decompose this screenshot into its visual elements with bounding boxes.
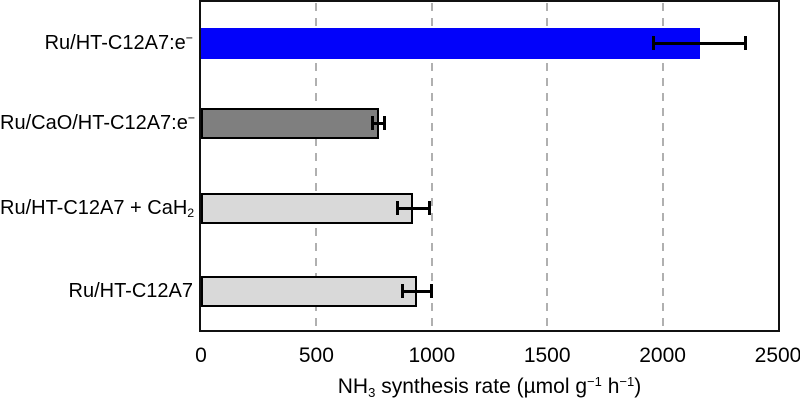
label-text: synthesis rate (µmol g: [375, 375, 588, 398]
error-bar-cap-low-1: [651, 36, 655, 50]
label-sup-text: −: [187, 111, 196, 126]
label-sub-text: 2: [187, 206, 195, 221]
x-tick-label-2500: 2500: [754, 344, 800, 367]
label-text: Ru/HT-C12A7 + CaH: [0, 197, 188, 219]
label-text: h: [601, 375, 620, 398]
category-label-3: Ru/HT-C12A7 + CaH2: [0, 195, 195, 223]
gridline-1500: [546, 3, 549, 329]
bar-4: [201, 275, 417, 307]
gridline-500: [315, 3, 318, 329]
gridline-1000: [430, 3, 433, 329]
error-bar-cap-high-1: [744, 36, 748, 50]
error-bar-line-1: [653, 41, 746, 45]
label-sup-text: −1: [619, 373, 635, 389]
label-text: Ru/HT-C12A7: [68, 280, 194, 302]
label-sup-text: −1: [587, 373, 602, 389]
x-tick-label-1500: 1500: [523, 344, 571, 367]
category-label-1: Ru/HT-C12A7:e−: [0, 30, 193, 58]
label-text: ): [634, 375, 642, 398]
label-text: Ru/CaO/HT-C12A7:e: [0, 112, 188, 134]
error-bar-cap-low-2: [371, 116, 375, 130]
label-text: NH: [337, 375, 369, 398]
bar-2: [201, 107, 379, 139]
label-sup-text: −: [185, 31, 193, 46]
x-tick-label-500: 500: [298, 344, 334, 367]
x-axis-title: NH3 synthesis rate (µmol g−1 h−1): [201, 374, 778, 401]
error-bar-cap-high-3: [427, 201, 431, 215]
error-bar-line-3: [397, 206, 430, 210]
x-tick-label-1000: 1000: [408, 344, 456, 367]
category-label-2: Ru/CaO/HT-C12A7:e−: [0, 110, 196, 138]
error-bar-cap-low-4: [400, 284, 404, 298]
bar-3: [201, 192, 413, 224]
label-text: Ru/HT-C12A7:e: [44, 32, 186, 54]
error-bar-cap-low-3: [395, 201, 399, 215]
error-bar-line-4: [402, 289, 432, 293]
label-sub-text: 3: [368, 384, 376, 400]
error-bar-line-2: [372, 121, 385, 125]
error-bar-cap-high-4: [429, 284, 433, 298]
gridline-2000: [661, 3, 664, 329]
bar-1: [201, 27, 700, 59]
x-tick-label-0: 0: [195, 344, 207, 367]
category-label-4: Ru/HT-C12A7: [0, 278, 194, 304]
error-bar-cap-high-2: [382, 116, 386, 130]
x-tick-label-2000: 2000: [639, 344, 686, 367]
